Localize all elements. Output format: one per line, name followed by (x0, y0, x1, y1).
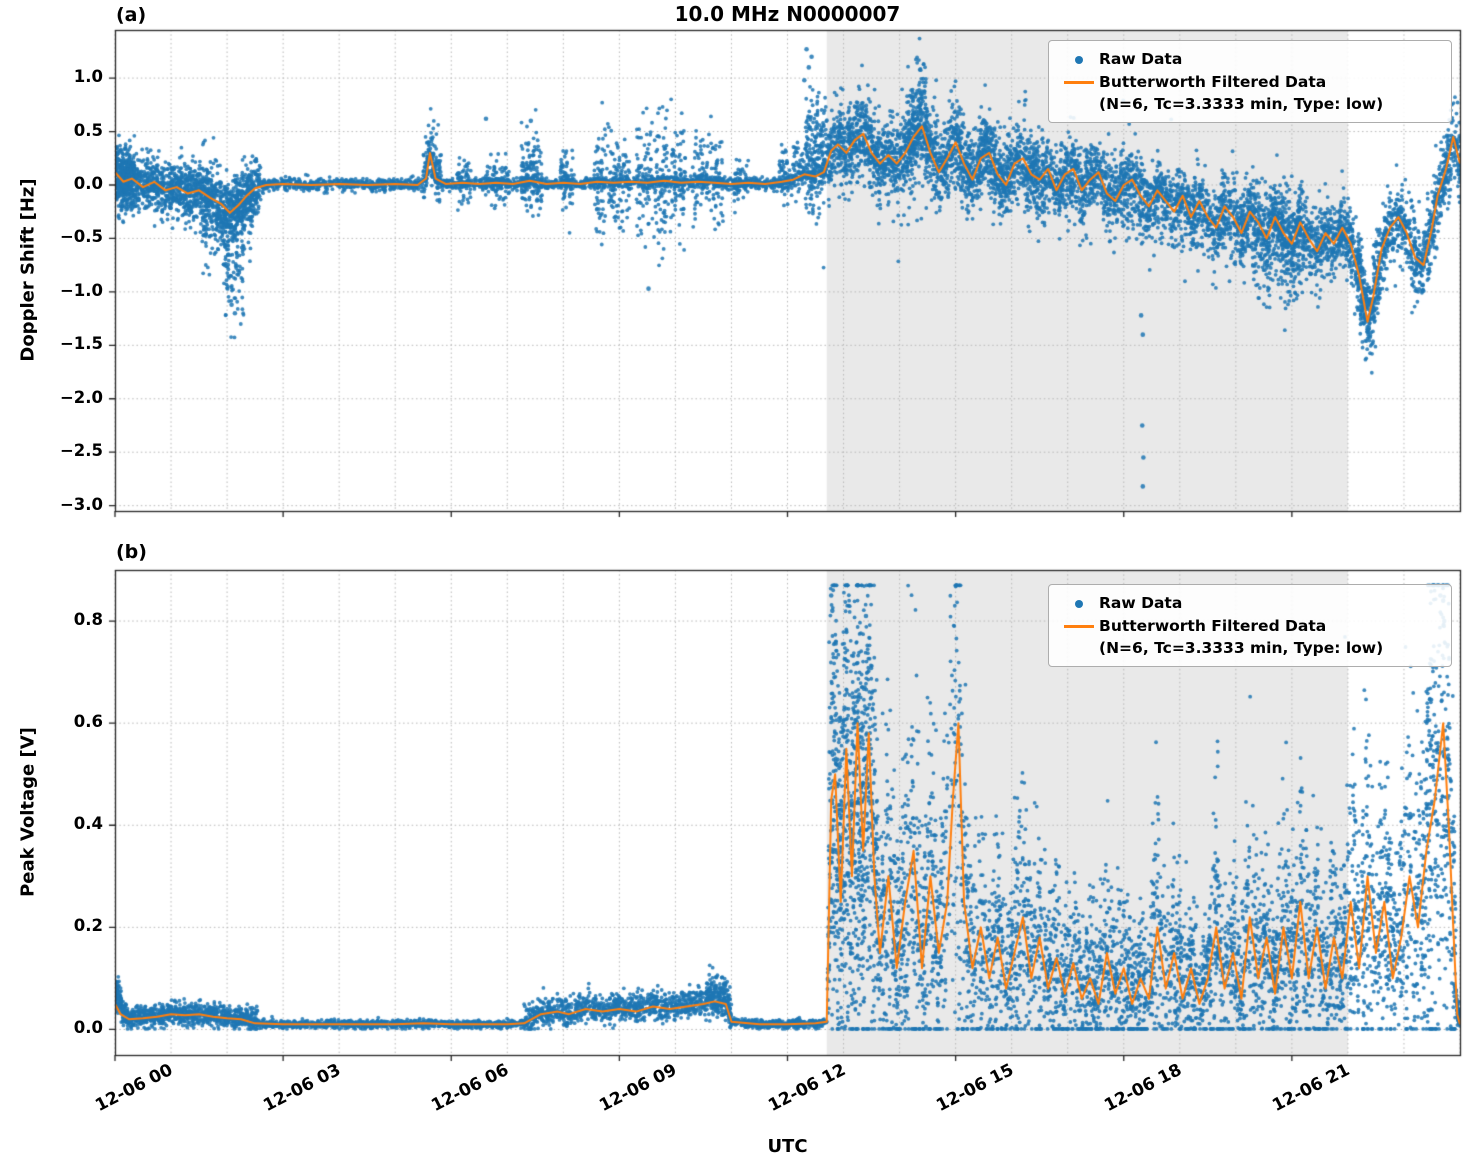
legend-filtered-row: Butterworth Filtered Data (1059, 71, 1441, 94)
panel-b-label: (b) (116, 541, 147, 563)
y-axis-label-voltage: Peak Voltage [V] (17, 727, 39, 897)
legend-raw-row: Raw Data (1059, 48, 1441, 71)
y-tick-label-panel-a: 1.0 (73, 67, 103, 87)
y-tick-label-panel-b: 0.4 (73, 814, 103, 834)
legend-raw-row: Raw Data (1059, 592, 1441, 615)
y-tick-label-panel-a: −1.0 (59, 280, 103, 300)
filtered-line-marker-icon (1064, 625, 1094, 628)
y-tick-label-panel-a: −1.5 (59, 334, 103, 354)
y-tick-label-panel-a: −2.5 (59, 441, 103, 461)
chart-title: 10.0 MHz N0000007 (674, 2, 901, 26)
y-tick-label-panel-a: 0.5 (73, 120, 103, 140)
raw-data-marker-icon (1075, 55, 1083, 64)
panel-a-label: (a) (116, 4, 147, 26)
legend-filtered-sublabel: (N=6, Tc=3.3333 min, Type: low) (1099, 95, 1384, 113)
y-tick-label-panel-b: 0.6 (73, 712, 103, 732)
filtered-line-marker-icon (1064, 81, 1094, 84)
y-tick-label-panel-a: −3.0 (59, 494, 103, 514)
x-axis-label: UTC (767, 1136, 808, 1157)
legend-raw-label: Raw Data (1099, 594, 1183, 612)
legend-raw-label: Raw Data (1099, 50, 1183, 68)
legend-filtered-label: Butterworth Filtered Data (1099, 617, 1327, 635)
legend-filtered-label: Butterworth Filtered Data (1099, 73, 1327, 91)
legend-filtered-subrow: (N=6, Tc=3.3333 min, Type: low) (1059, 638, 1441, 658)
legend-filtered-row: Butterworth Filtered Data (1059, 615, 1441, 638)
legend-filtered-sublabel: (N=6, Tc=3.3333 min, Type: low) (1099, 639, 1384, 657)
legend-filtered-subrow: (N=6, Tc=3.3333 min, Type: low) (1059, 94, 1441, 114)
y-tick-label-panel-a: −2.0 (59, 387, 103, 407)
y-tick-label-panel-b: 0.8 (73, 610, 103, 630)
legend-panel-a: Raw Data Butterworth Filtered Data (N=6,… (1048, 40, 1452, 123)
raw-data-marker-icon (1075, 599, 1083, 608)
legend-panel-b: Raw Data Butterworth Filtered Data (N=6,… (1048, 584, 1452, 667)
y-tick-label-panel-a: −0.5 (59, 227, 103, 247)
y-tick-label-panel-b: 0.2 (73, 916, 103, 936)
y-tick-label-panel-b: 0.0 (73, 1018, 103, 1038)
y-tick-label-panel-a: 0.0 (73, 173, 103, 193)
